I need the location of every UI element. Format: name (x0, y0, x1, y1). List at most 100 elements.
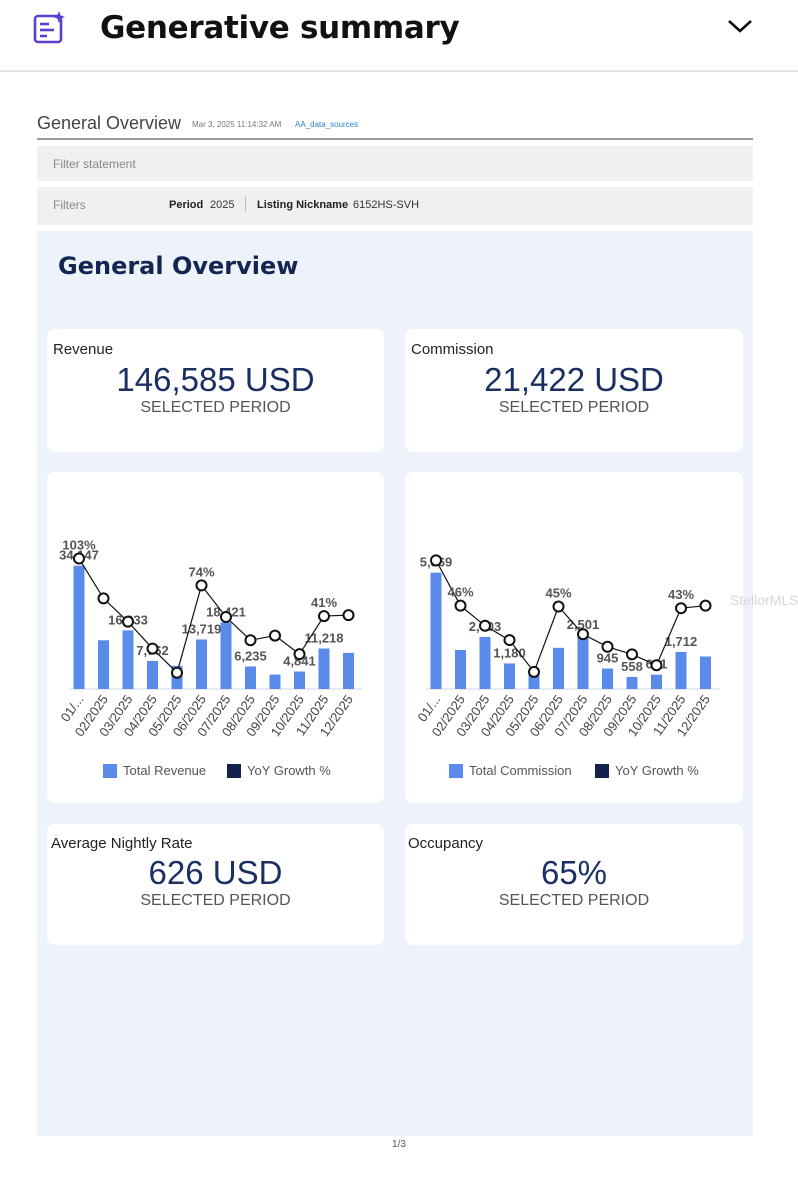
document-header: General Overview Mar 3, 2025 11:14:32 AM… (37, 108, 753, 140)
legend-label-bar: Total Commission (469, 763, 572, 778)
growth-point (626, 648, 638, 661)
growth-point (146, 642, 159, 655)
bar (675, 651, 687, 689)
growth-point (220, 611, 232, 623)
panel-title: General Overview (58, 252, 299, 280)
legend-swatch-growth (595, 764, 609, 778)
bar (98, 640, 109, 689)
filter-statement: Filter statement (37, 146, 753, 181)
bar (626, 676, 638, 689)
occupancy-label: Occupancy (408, 835, 484, 852)
data-label: 2,501 (567, 617, 600, 632)
doc-date: Mar 3, 2025 11:14:32 AM (192, 120, 282, 129)
legend-swatch-bar (103, 764, 117, 778)
data-label: 558 (621, 659, 643, 674)
growth-point (577, 628, 589, 641)
top-bar: Generative summary (0, 0, 798, 72)
legend-swatch-growth (227, 764, 241, 778)
commission-card: Commission 21,422 USD SELECTED PERIOD (405, 329, 743, 452)
data-label: 13,719 (182, 621, 222, 636)
filters-bar: Filters Period 2025 Listing Nickname 615… (37, 187, 753, 225)
filter-key-listing: Listing Nickname (257, 199, 349, 211)
growth-point (430, 554, 442, 567)
nightly-rate-value: 626 USD (148, 854, 283, 891)
commission-chart: 5,36901/...02/20252,40303/20251,18004/20… (415, 554, 720, 739)
commission-sub: SELECTED PERIOD (498, 399, 650, 416)
filters-label: Filters (53, 198, 86, 212)
growth-point (528, 665, 540, 678)
bar (553, 647, 564, 689)
bar (455, 650, 466, 689)
page-title: Generative summary (100, 10, 460, 46)
data-source-link[interactable]: AA_data_sources (295, 120, 359, 129)
growth-label: 45% (545, 586, 571, 601)
occupancy-sub: SELECTED PERIOD (498, 892, 650, 909)
growth-label: 41% (311, 595, 337, 610)
bar (528, 671, 540, 689)
bar (700, 656, 711, 689)
watermark: StellorMLS (730, 592, 798, 608)
growth-point (97, 592, 110, 605)
revenue-label: Revenue (53, 341, 114, 358)
bar (602, 668, 613, 689)
bar (294, 671, 305, 689)
bar (245, 666, 256, 689)
growth-point (601, 640, 614, 653)
growth-point (122, 615, 134, 628)
nightly-rate-label: Average Nightly Rate (51, 835, 193, 852)
revenue-card: Revenue 146,585 USD SELECTED PERIOD (47, 329, 384, 452)
filter-statement-label: Filter statement (53, 157, 136, 171)
bar (269, 674, 281, 689)
bar (196, 639, 207, 689)
growth-label: 103% (62, 538, 96, 553)
growth-point (195, 579, 208, 592)
page-indicator: 1/3 (392, 1139, 406, 1150)
bar (220, 622, 232, 689)
growth-point (454, 599, 467, 612)
commission-chart-card: 5,36901/...02/20252,40303/20251,18004/20… (405, 472, 743, 803)
growth-label: 46% (447, 585, 473, 600)
filter-key-period: Period (169, 199, 204, 211)
growth-point (650, 659, 663, 672)
data-label: 4,841 (283, 654, 316, 669)
growth-point (293, 648, 306, 661)
data-label: 1,712 (665, 634, 698, 649)
data-label: 945 (597, 651, 619, 666)
bar (122, 630, 134, 689)
growth-point (552, 600, 565, 613)
growth-point (269, 629, 281, 642)
legend-swatch-bar (449, 764, 463, 778)
bar (318, 648, 330, 689)
occupancy-value: 65% (540, 854, 608, 891)
nightly-rate-sub: SELECTED PERIOD (140, 892, 291, 909)
growth-point (73, 552, 85, 565)
growth-point (244, 634, 257, 647)
bar (479, 636, 491, 689)
commission-label: Commission (411, 341, 494, 358)
growth-point (675, 602, 687, 615)
revenue-sub: SELECTED PERIOD (140, 399, 291, 416)
chevron-down-icon[interactable] (726, 16, 754, 36)
filter-value-period: 2025 (210, 199, 235, 211)
ai-summary-icon (33, 11, 65, 44)
bar (430, 572, 442, 689)
bar (147, 660, 158, 689)
bar (577, 634, 589, 689)
commission-value: 21,422 USD (484, 361, 664, 398)
legend-label-bar: Total Revenue (123, 763, 207, 778)
filter-divider (245, 196, 246, 212)
revenue-value: 146,585 USD (116, 361, 315, 398)
data-label: 6,235 (234, 648, 267, 663)
growth-point (503, 634, 516, 647)
bar (343, 652, 354, 689)
growth-point (699, 599, 712, 612)
data-label: 11,218 (304, 630, 343, 645)
bar (651, 674, 662, 689)
growth-point (318, 610, 330, 623)
filter-value-listing: 6152HS-SVH (353, 199, 420, 211)
bar (73, 565, 85, 689)
revenue-chart-card: 34,14701/...02/202516,23303/20257,76204/… (47, 472, 384, 803)
growth-point (171, 666, 183, 679)
growth-label: 74% (188, 564, 214, 579)
nightly-rate-card: Average Nightly Rate 626 USD SELECTED PE… (47, 824, 384, 945)
